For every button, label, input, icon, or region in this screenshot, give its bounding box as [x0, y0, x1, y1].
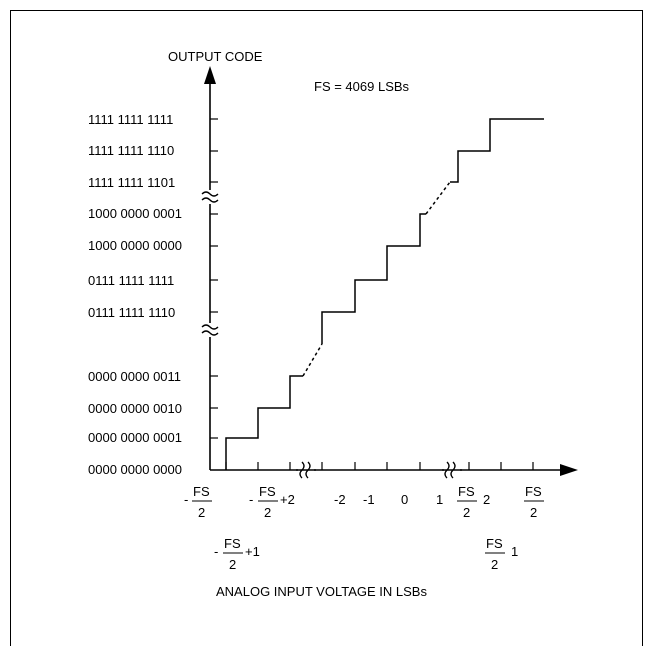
svg-text:+1: +1	[245, 544, 260, 559]
svg-text:2: 2	[530, 505, 537, 520]
svg-text:1: 1	[511, 544, 518, 559]
svg-text:FS: FS	[458, 484, 475, 499]
svg-text:FS: FS	[486, 536, 503, 551]
y-ticks	[210, 118, 218, 439]
staircase-dashed-lower	[302, 343, 323, 377]
y-code-label: 1000 0000 0001	[88, 206, 182, 221]
y-code-label: 0000 0000 0011	[88, 369, 181, 384]
y-axis-arrowhead	[204, 66, 216, 84]
y-axis-title: OUTPUT CODE	[168, 49, 263, 64]
x-axis-title: ANALOG INPUT VOLTAGE IN LSBs	[216, 584, 427, 599]
staircase-upper-segment	[450, 118, 544, 183]
x-label-fs-over-2-minus-2: FS 2 2	[457, 484, 490, 520]
x-axis-arrowhead	[560, 464, 578, 476]
y-axis-break-upper	[201, 190, 219, 204]
svg-text:+2: +2	[280, 492, 295, 507]
y-code-label: 1000 0000 0000	[88, 238, 182, 253]
x-label-fs-over-2: FS 2	[524, 484, 544, 520]
x-label-minus-fs-over-2-plus-1: - FS 2 +1	[214, 536, 260, 572]
svg-text:FS: FS	[525, 484, 542, 499]
y-code-label: 0000 0000 0001	[88, 430, 182, 445]
y-code-labels: 1111 1111 1111 1111 1111 1110 1111 1111 …	[88, 112, 182, 477]
x-axis	[210, 464, 578, 476]
figure-frame	[10, 10, 643, 646]
svg-text:2: 2	[463, 505, 470, 520]
svg-text:FS: FS	[193, 484, 210, 499]
svg-text:-: -	[214, 544, 218, 559]
staircase-dashed-upper	[425, 181, 451, 215]
x-label-minus-fs-over-2-plus-2: - FS 2 +2	[249, 484, 295, 520]
y-code-label: 0111 1111 1111	[88, 273, 174, 288]
svg-text:-: -	[249, 492, 253, 507]
y-code-label: 1111 1111 1101	[88, 175, 175, 190]
svg-text:2: 2	[198, 505, 205, 520]
fs-note: FS = 4069 LSBs	[314, 79, 410, 94]
y-code-label: 1111 1111 1111	[88, 112, 173, 127]
x-label-plus-1: 1	[436, 492, 443, 507]
staircase-middle-segment	[321, 213, 426, 344]
svg-text:2: 2	[483, 492, 490, 507]
y-code-label: 0000 0000 0000	[88, 462, 182, 477]
svg-text:FS: FS	[224, 536, 241, 551]
y-code-label: 0000 0000 0010	[88, 401, 182, 416]
x-label-zero: 0	[401, 492, 408, 507]
x-label-minus-2: -2	[334, 492, 346, 507]
svg-text:2: 2	[491, 557, 498, 572]
x-label-minus-fs-over-2: - FS 2	[184, 484, 212, 520]
svg-text:2: 2	[229, 557, 236, 572]
staircase-curve	[225, 118, 544, 470]
x-ticks	[225, 462, 534, 470]
y-code-label: 0111 1111 1110	[88, 305, 175, 320]
svg-text:2: 2	[264, 505, 271, 520]
staircase-lower-segment	[225, 375, 303, 470]
svg-text:FS: FS	[259, 484, 276, 499]
y-code-label: 1111 1111 1110	[88, 143, 174, 158]
x-label-minus-1: -1	[363, 492, 375, 507]
x-label-fs-over-2-minus-1: FS 2 1	[485, 536, 518, 572]
y-axis-break-lower	[201, 323, 219, 337]
y-axis	[204, 66, 216, 470]
svg-text:-: -	[184, 492, 188, 507]
